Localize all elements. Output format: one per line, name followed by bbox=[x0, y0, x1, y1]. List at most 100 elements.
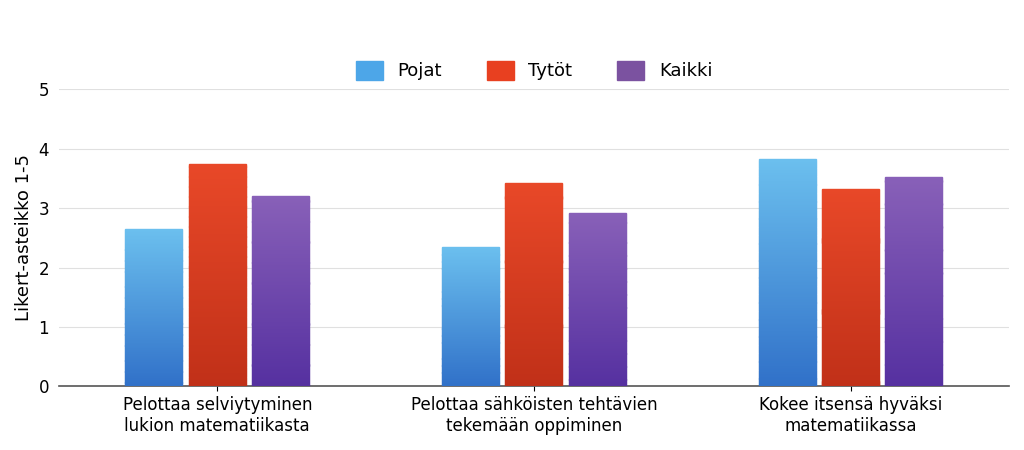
Bar bbox=[759, 383, 816, 384]
Bar bbox=[568, 216, 626, 217]
Bar bbox=[125, 260, 182, 261]
Bar bbox=[252, 334, 309, 335]
Bar bbox=[759, 375, 816, 376]
Bar bbox=[759, 238, 816, 239]
Bar bbox=[506, 332, 562, 333]
Bar bbox=[188, 323, 246, 324]
Bar bbox=[252, 360, 309, 362]
Bar bbox=[822, 353, 880, 354]
Bar bbox=[759, 341, 816, 342]
Bar bbox=[759, 223, 816, 224]
Bar bbox=[759, 334, 816, 335]
Bar bbox=[188, 247, 246, 248]
Bar bbox=[252, 226, 309, 227]
Bar bbox=[759, 320, 816, 321]
Bar bbox=[568, 218, 626, 219]
Bar bbox=[442, 336, 499, 337]
Bar bbox=[188, 255, 246, 256]
Bar bbox=[125, 324, 182, 325]
Bar bbox=[252, 351, 309, 352]
Bar bbox=[568, 366, 626, 367]
Bar bbox=[252, 342, 309, 343]
Bar bbox=[506, 247, 562, 248]
Bar bbox=[506, 361, 562, 362]
Bar bbox=[125, 326, 182, 327]
Bar bbox=[252, 205, 309, 206]
Bar bbox=[506, 226, 562, 227]
Bar bbox=[442, 377, 499, 378]
Bar bbox=[822, 199, 880, 200]
Bar bbox=[442, 264, 499, 265]
Bar bbox=[442, 265, 499, 266]
Bar bbox=[759, 211, 816, 212]
Bar bbox=[822, 209, 880, 210]
Bar bbox=[252, 344, 309, 346]
Bar bbox=[886, 251, 942, 252]
Bar bbox=[188, 207, 246, 209]
Bar bbox=[506, 213, 562, 214]
Bar bbox=[568, 365, 626, 366]
Bar bbox=[506, 285, 562, 286]
Bar bbox=[506, 379, 562, 380]
Bar bbox=[759, 159, 816, 161]
Bar bbox=[188, 188, 246, 189]
Bar bbox=[759, 273, 816, 274]
Bar bbox=[568, 342, 626, 343]
Bar bbox=[506, 320, 562, 321]
Bar bbox=[506, 221, 562, 222]
Bar bbox=[506, 372, 562, 373]
Bar bbox=[252, 380, 309, 381]
Bar bbox=[506, 368, 562, 369]
Bar bbox=[506, 292, 562, 293]
Bar bbox=[125, 254, 182, 255]
Bar bbox=[886, 357, 942, 358]
Bar bbox=[125, 346, 182, 347]
Bar bbox=[442, 342, 499, 343]
Bar bbox=[886, 267, 942, 268]
Bar bbox=[886, 194, 942, 195]
Bar bbox=[568, 229, 626, 230]
Bar bbox=[506, 309, 562, 310]
Bar bbox=[568, 317, 626, 318]
Bar bbox=[886, 254, 942, 255]
Bar bbox=[442, 255, 499, 256]
Bar bbox=[188, 335, 246, 337]
Bar bbox=[442, 273, 499, 274]
Bar bbox=[506, 184, 562, 185]
Bar bbox=[759, 232, 816, 233]
Bar bbox=[759, 181, 816, 182]
Bar bbox=[759, 239, 816, 240]
Bar bbox=[822, 364, 880, 365]
Bar bbox=[886, 324, 942, 325]
Bar bbox=[442, 256, 499, 257]
Bar bbox=[252, 356, 309, 357]
Bar bbox=[252, 209, 309, 210]
Bar bbox=[886, 281, 942, 282]
Bar bbox=[759, 358, 816, 359]
Bar bbox=[568, 369, 626, 370]
Bar bbox=[568, 252, 626, 253]
Bar bbox=[822, 299, 880, 300]
Bar bbox=[568, 277, 626, 278]
Bar bbox=[568, 368, 626, 369]
Bar bbox=[886, 283, 942, 284]
Bar bbox=[188, 205, 246, 207]
Bar bbox=[188, 318, 246, 319]
Bar bbox=[568, 371, 626, 372]
Bar bbox=[568, 344, 626, 345]
Bar bbox=[442, 316, 499, 317]
Bar bbox=[442, 297, 499, 298]
Bar bbox=[442, 313, 499, 314]
Bar bbox=[822, 344, 880, 345]
Bar bbox=[886, 305, 942, 306]
Bar bbox=[252, 328, 309, 329]
Bar bbox=[442, 341, 499, 342]
Bar bbox=[822, 273, 880, 274]
Bar bbox=[188, 304, 246, 306]
Bar bbox=[568, 289, 626, 290]
Bar bbox=[252, 367, 309, 369]
Bar bbox=[568, 302, 626, 303]
Bar bbox=[188, 275, 246, 276]
Bar bbox=[759, 209, 816, 211]
Bar bbox=[125, 292, 182, 293]
